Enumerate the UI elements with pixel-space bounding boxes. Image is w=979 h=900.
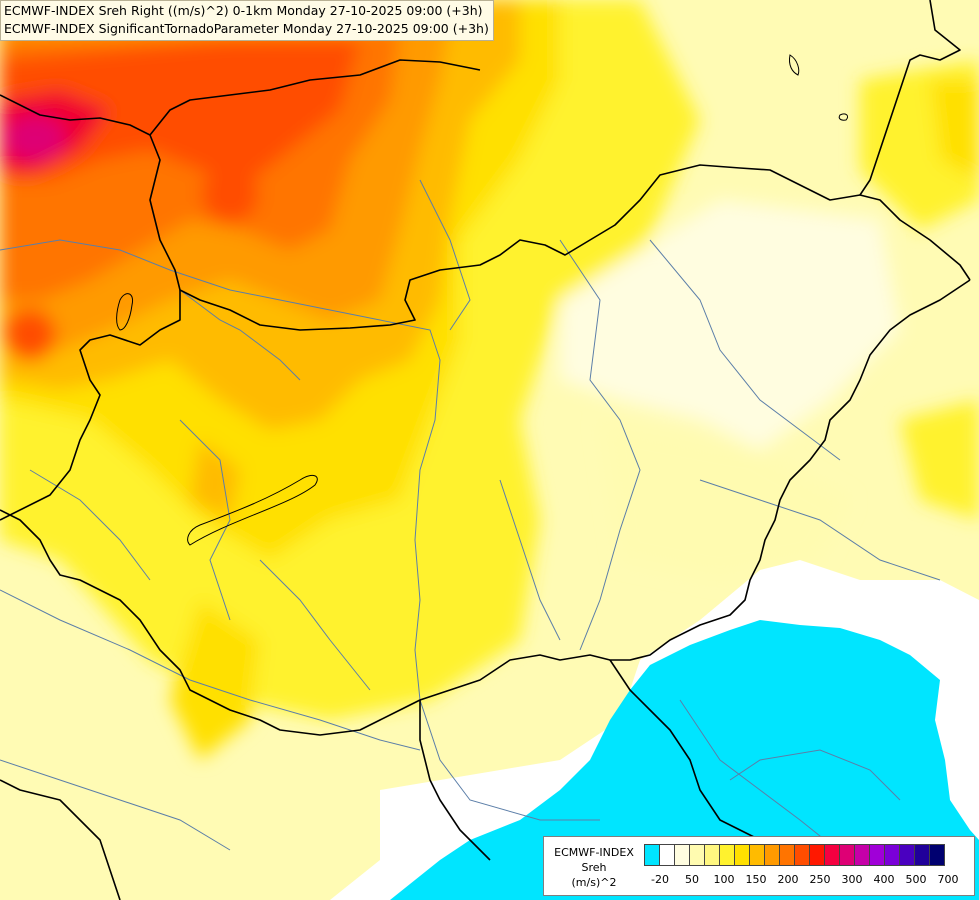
legend-variable: Sreh — [581, 861, 607, 874]
legend-swatch — [809, 844, 825, 866]
lakes — [116, 54, 849, 546]
legend-tick-label: 250 — [809, 873, 831, 886]
legend-swatch — [854, 844, 870, 866]
map-title-line-2: ECMWF-INDEX SignificantTornadoParameter … — [4, 21, 489, 36]
legend-tick-label: 400 — [873, 873, 895, 886]
legend-swatch — [749, 844, 765, 866]
legend-swatch — [764, 844, 780, 866]
legend-unit: (m/s)^2 — [571, 876, 617, 889]
legend-swatch — [884, 844, 900, 866]
legend-swatch — [929, 844, 945, 866]
legend-swatch — [794, 844, 810, 866]
legend-swatch — [659, 844, 675, 866]
legend-swatch — [674, 844, 690, 866]
legend-swatch — [689, 844, 705, 866]
legend-swatches — [644, 844, 945, 866]
legend-swatch — [899, 844, 915, 866]
map-title-block: ECMWF-INDEX Sreh Right ((m/s)^2) 0-1km M… — [0, 0, 494, 41]
legend-swatch — [869, 844, 885, 866]
legend-tick-label: 700 — [937, 873, 959, 886]
legend-swatch — [704, 844, 720, 866]
legend-tick-label: 300 — [841, 873, 863, 886]
legend-tick-label: 200 — [777, 873, 799, 886]
color-legend: ECMWF-INDEX Sreh (m/s)^2 -20 50 100 150 200 2… — [543, 836, 975, 896]
legend-swatch — [719, 844, 735, 866]
legend-model: ECMWF-INDEX — [554, 846, 634, 859]
legend-swatch — [824, 844, 840, 866]
map-title-line-1: ECMWF-INDEX Sreh Right ((m/s)^2) 0-1km M… — [4, 3, 483, 18]
rivers — [0, 179, 941, 861]
legend-swatch — [914, 844, 930, 866]
legend-text: ECMWF-INDEX Sreh (m/s)^2 — [546, 845, 642, 890]
legend-swatch — [734, 844, 750, 866]
legend-tick-label: 100 — [713, 873, 735, 886]
legend-swatch — [644, 844, 660, 866]
legend-tick-label: 150 — [745, 873, 767, 886]
legend-tick-label: 500 — [905, 873, 927, 886]
legend-tick-label: 50 — [685, 873, 699, 886]
legend-ticks: -20 50 100 150 200 250 300 400 500 700 — [645, 873, 975, 889]
legend-tick-label: -20 — [651, 873, 669, 886]
legend-swatch — [839, 844, 855, 866]
legend-swatch — [779, 844, 795, 866]
